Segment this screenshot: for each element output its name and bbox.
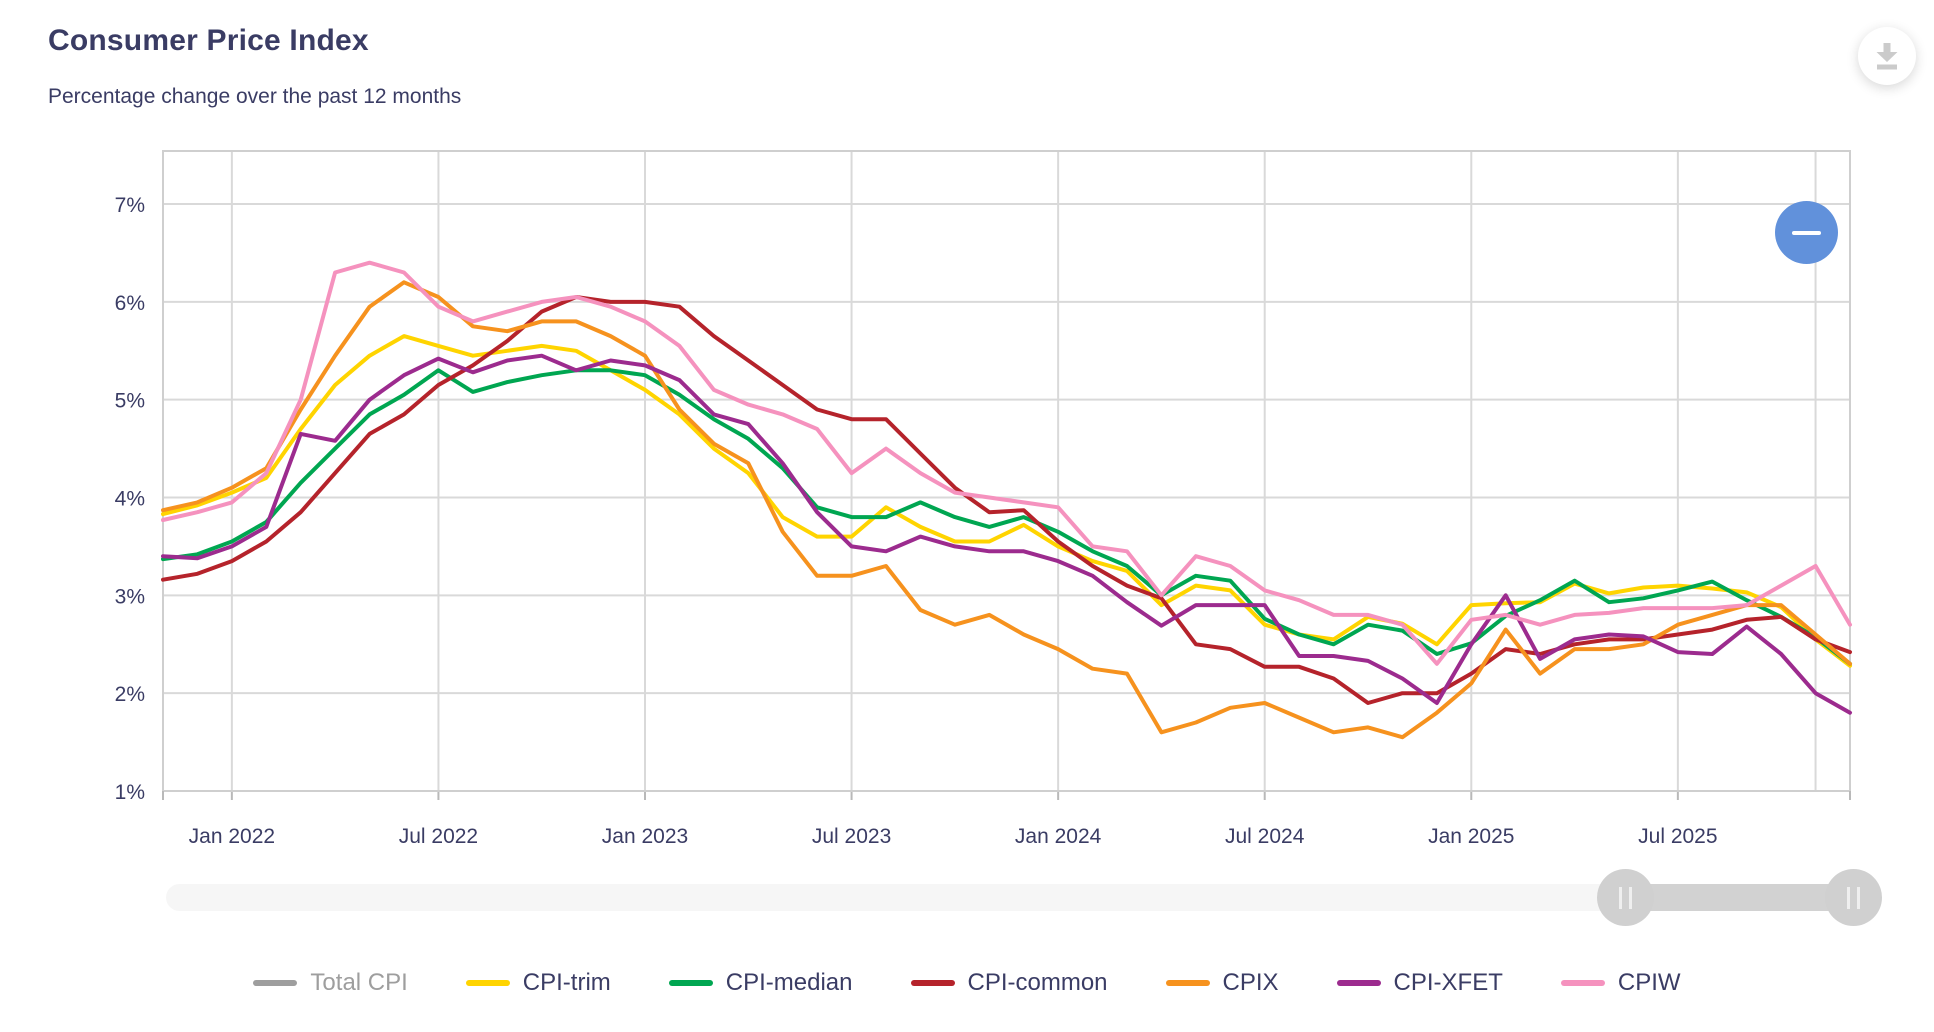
series-line-cpiw[interactable] (161, 260, 1852, 666)
series-line-cpi-common[interactable] (161, 295, 1852, 705)
y-axis-label: 7% (115, 194, 145, 217)
scrollbar-left-handle[interactable] (1597, 869, 1654, 926)
x-axis-label: Jul 2024 (1225, 825, 1305, 848)
legend-label: CPIW (1617, 969, 1681, 996)
x-axis-label: Jul 2022 (399, 825, 478, 848)
y-axis-label: 2% (115, 683, 145, 706)
chart-legend: Total CPI CPI-trim CPI-median CPI-common CPI… (0, 958, 1934, 1008)
legend-label: CPI-median (725, 969, 853, 996)
legend-item-cpiw[interactable]: CPIW (1560, 969, 1681, 997)
legend-item-cpi-median[interactable]: CPI-median (668, 969, 853, 997)
legend-label: CPI-common (967, 969, 1108, 996)
download-button[interactable] (1858, 27, 1916, 85)
legend-item-cpi-xfet[interactable]: CPI-XFET (1336, 969, 1503, 997)
legend-item-cpi-common[interactable]: CPI-common (910, 969, 1108, 997)
series-line-cpi-xfet[interactable] (161, 353, 1852, 715)
legend-label: Total CPI (310, 969, 408, 996)
legend-label: CPIX (1222, 969, 1279, 996)
series-line-cpix[interactable] (161, 280, 1852, 740)
x-axis-label: Jan 2022 (189, 825, 275, 848)
x-axis-label: Jul 2025 (1638, 825, 1717, 848)
x-axis-label: Jan 2023 (602, 825, 688, 848)
legend-item-cpi-trim[interactable]: CPI-trim (465, 969, 611, 997)
zoom-out-button[interactable] (1775, 201, 1838, 264)
page-title: Consumer Price Index (48, 24, 369, 57)
x-axis-label: Jan 2025 (1428, 825, 1514, 848)
grip-icon (1857, 886, 1860, 909)
download-icon (1876, 43, 1898, 70)
plot-border (162, 150, 1851, 792)
legend-swatch-icon (1336, 980, 1381, 986)
grip-icon (1629, 886, 1632, 909)
legend-swatch-icon (465, 980, 510, 986)
x-axis-label: Jan 2024 (1015, 825, 1102, 848)
scrollbar-selected-range[interactable] (1625, 884, 1853, 911)
scrollbar-right-handle[interactable] (1825, 869, 1882, 926)
page-subtitle: Percentage change over the past 12 month… (48, 85, 462, 108)
legend-label: CPI-trim (522, 969, 611, 996)
y-axis-label: 1% (115, 781, 145, 804)
legend-swatch-icon (910, 980, 955, 986)
legend-item-total-cpi[interactable]: Total CPI (253, 969, 408, 997)
legend-item-cpix[interactable]: CPIX (1165, 969, 1279, 997)
scrollbar-track[interactable] (166, 884, 1855, 911)
minus-icon (1792, 230, 1821, 235)
series-line-cpi-trim[interactable] (161, 334, 1852, 668)
x-axis-label: Jul 2023 (812, 825, 891, 848)
legend-swatch-icon (253, 980, 298, 986)
legend-label: CPI-XFET (1393, 969, 1503, 996)
legend-swatch-icon (668, 980, 713, 986)
legend-swatch-icon (1165, 980, 1210, 986)
y-axis-label: 5% (115, 390, 145, 413)
grip-icon (1847, 886, 1850, 909)
grip-icon (1619, 886, 1622, 909)
series-line-cpi-median[interactable] (161, 368, 1852, 666)
y-axis-label: 6% (115, 292, 145, 315)
legend-swatch-icon (1560, 980, 1605, 986)
y-axis-label: 3% (115, 585, 145, 608)
y-axis-label: 4% (115, 488, 145, 511)
